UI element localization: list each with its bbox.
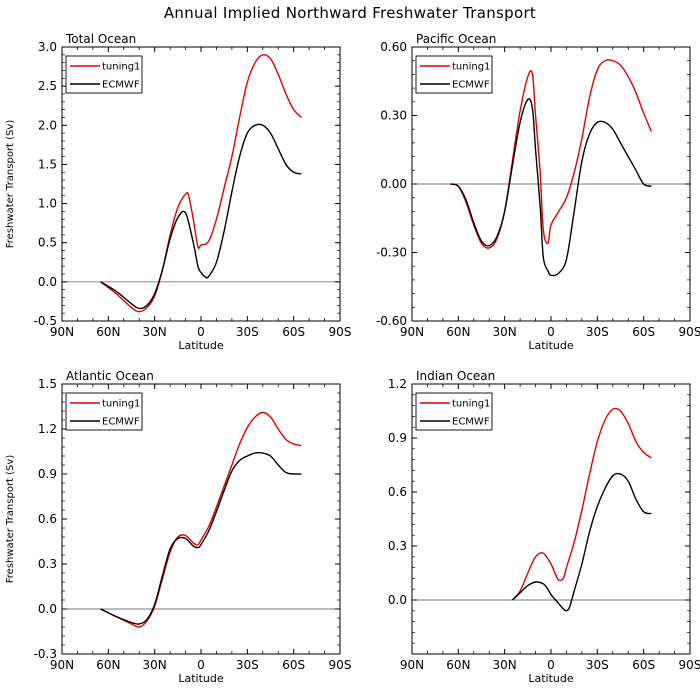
legend-label: tuning1 xyxy=(102,399,140,410)
y-tick-label: 0.6 xyxy=(38,512,57,526)
legend-label: ECMWF xyxy=(102,80,140,91)
chart-panel: 90N 60N 30N 0 30S 60S 90S 0.0 0.3 0.6 0.9 1.2 Indian… xyxy=(388,369,700,685)
legend-box xyxy=(65,55,143,94)
y-tick-label: 0.9 xyxy=(38,467,57,481)
legend-box xyxy=(415,55,493,94)
series-line-ecmwf xyxy=(100,123,302,310)
y-tick-label: 3.0 xyxy=(38,40,57,54)
x-tick-label: 90S xyxy=(679,658,700,672)
x-axis-label: Latitude xyxy=(178,672,224,685)
page-title: Annual Implied Northward Freshwater Tran… xyxy=(163,4,537,22)
y-tick-label: -0.60 xyxy=(376,314,407,328)
y-tick-label: 1.5 xyxy=(38,377,57,391)
y-tick-label: 0.30 xyxy=(380,109,407,123)
y-tick-label: 0.0 xyxy=(38,602,57,616)
x-tick-label: 30N xyxy=(493,325,517,339)
x-tick-label: 60N xyxy=(96,658,120,672)
y-tick-label: 0.0 xyxy=(388,593,407,607)
y-tick-label: 0.00 xyxy=(380,177,407,191)
x-axis-label: Latitude xyxy=(528,672,574,685)
x-tick-label: 60N xyxy=(446,325,470,339)
x-tick-label: 30N xyxy=(143,325,167,339)
x-tick-label: 90N xyxy=(400,325,424,339)
chart-panel: 90N 60N 30N 0 30S 60S 90S -0.60 -0.30 0.00 0.30 0.6… xyxy=(376,32,700,352)
y-tick-label: 0.3 xyxy=(38,557,57,571)
y-tick-label: 2.5 xyxy=(38,79,57,93)
legend-label: tuning1 xyxy=(102,62,140,73)
x-tick-label: 0 xyxy=(197,658,205,672)
y-axis-label: Freshwater Transport (Sv) xyxy=(5,455,16,584)
y-tick-label: 0.9 xyxy=(388,431,407,445)
legend-box xyxy=(65,392,143,431)
legend-label: ECMWF xyxy=(452,417,490,428)
x-tick-label: 60N xyxy=(446,658,470,672)
y-tick-label: -0.5 xyxy=(34,314,57,328)
x-tick-label: 90S xyxy=(329,658,352,672)
x-tick-label: 30S xyxy=(586,658,609,672)
panel-title: Pacific Ocean xyxy=(416,32,496,46)
x-axis-label: Latitude xyxy=(528,339,574,352)
series-line-tuning1 xyxy=(511,407,652,601)
chart-panel: 90N 60N 30N 0 30S 60S 90S -0.5 0.0 0.5 1.0 1.5 2.0 2.… xyxy=(5,32,351,352)
y-tick-label: 0.0 xyxy=(38,275,57,289)
legend-box xyxy=(415,392,493,431)
x-tick-label: 0 xyxy=(197,325,205,339)
y-axis-label: Freshwater Transport (Sv) xyxy=(5,120,16,249)
y-tick-label: -0.3 xyxy=(34,647,57,661)
x-tick-label: 90S xyxy=(679,325,700,339)
legend-label: tuning1 xyxy=(452,62,490,73)
x-tick-label: 90N xyxy=(50,658,74,672)
y-tick-label: -0.30 xyxy=(376,246,407,260)
x-tick-label: 90S xyxy=(329,325,352,339)
x-tick-label: 0 xyxy=(547,658,555,672)
x-tick-label: 30S xyxy=(586,325,609,339)
series-line-ecmwf xyxy=(511,472,652,612)
y-tick-label: 0.3 xyxy=(388,539,407,553)
x-tick-label: 0 xyxy=(547,325,555,339)
series-line-tuning1 xyxy=(100,53,302,313)
y-tick-label: 1.2 xyxy=(388,377,407,391)
x-axis-label: Latitude xyxy=(178,339,224,352)
panel-title: Total Ocean xyxy=(65,32,136,46)
series-line-ecmwf xyxy=(450,98,652,277)
x-tick-label: 30S xyxy=(236,658,259,672)
x-tick-label: 60S xyxy=(632,658,655,672)
y-tick-label: 0.5 xyxy=(38,236,57,250)
x-tick-label: 60S xyxy=(632,325,655,339)
x-tick-label: 60S xyxy=(282,325,305,339)
x-tick-label: 90N xyxy=(400,658,424,672)
x-tick-label: 90N xyxy=(50,325,74,339)
y-tick-label: 1.0 xyxy=(38,197,57,211)
y-tick-label: 1.2 xyxy=(38,422,57,436)
x-tick-label: 30S xyxy=(236,325,259,339)
legend-label: tuning1 xyxy=(452,399,490,410)
y-tick-label: 2.0 xyxy=(38,118,57,132)
y-tick-label: 1.5 xyxy=(38,157,57,171)
x-tick-label: 60S xyxy=(282,658,305,672)
x-tick-label: 30N xyxy=(493,658,517,672)
series-line-tuning1 xyxy=(100,411,302,628)
chart-panel: 90N 60N 30N 0 30S 60S 90S -0.3 0.0 0.3 0.6 0.9 1.2 1.… xyxy=(5,369,351,685)
series-line-ecmwf xyxy=(100,451,302,625)
panel-title: Indian Ocean xyxy=(416,369,495,383)
legend-label: ECMWF xyxy=(452,80,490,91)
panel-title: Atlantic Ocean xyxy=(66,369,154,383)
y-tick-label: 0.6 xyxy=(388,485,407,499)
legend-label: ECMWF xyxy=(102,417,140,428)
x-tick-label: 60N xyxy=(96,325,120,339)
y-tick-label: 0.60 xyxy=(380,40,407,54)
x-tick-label: 30N xyxy=(143,658,167,672)
series-line-tuning1 xyxy=(450,59,653,249)
